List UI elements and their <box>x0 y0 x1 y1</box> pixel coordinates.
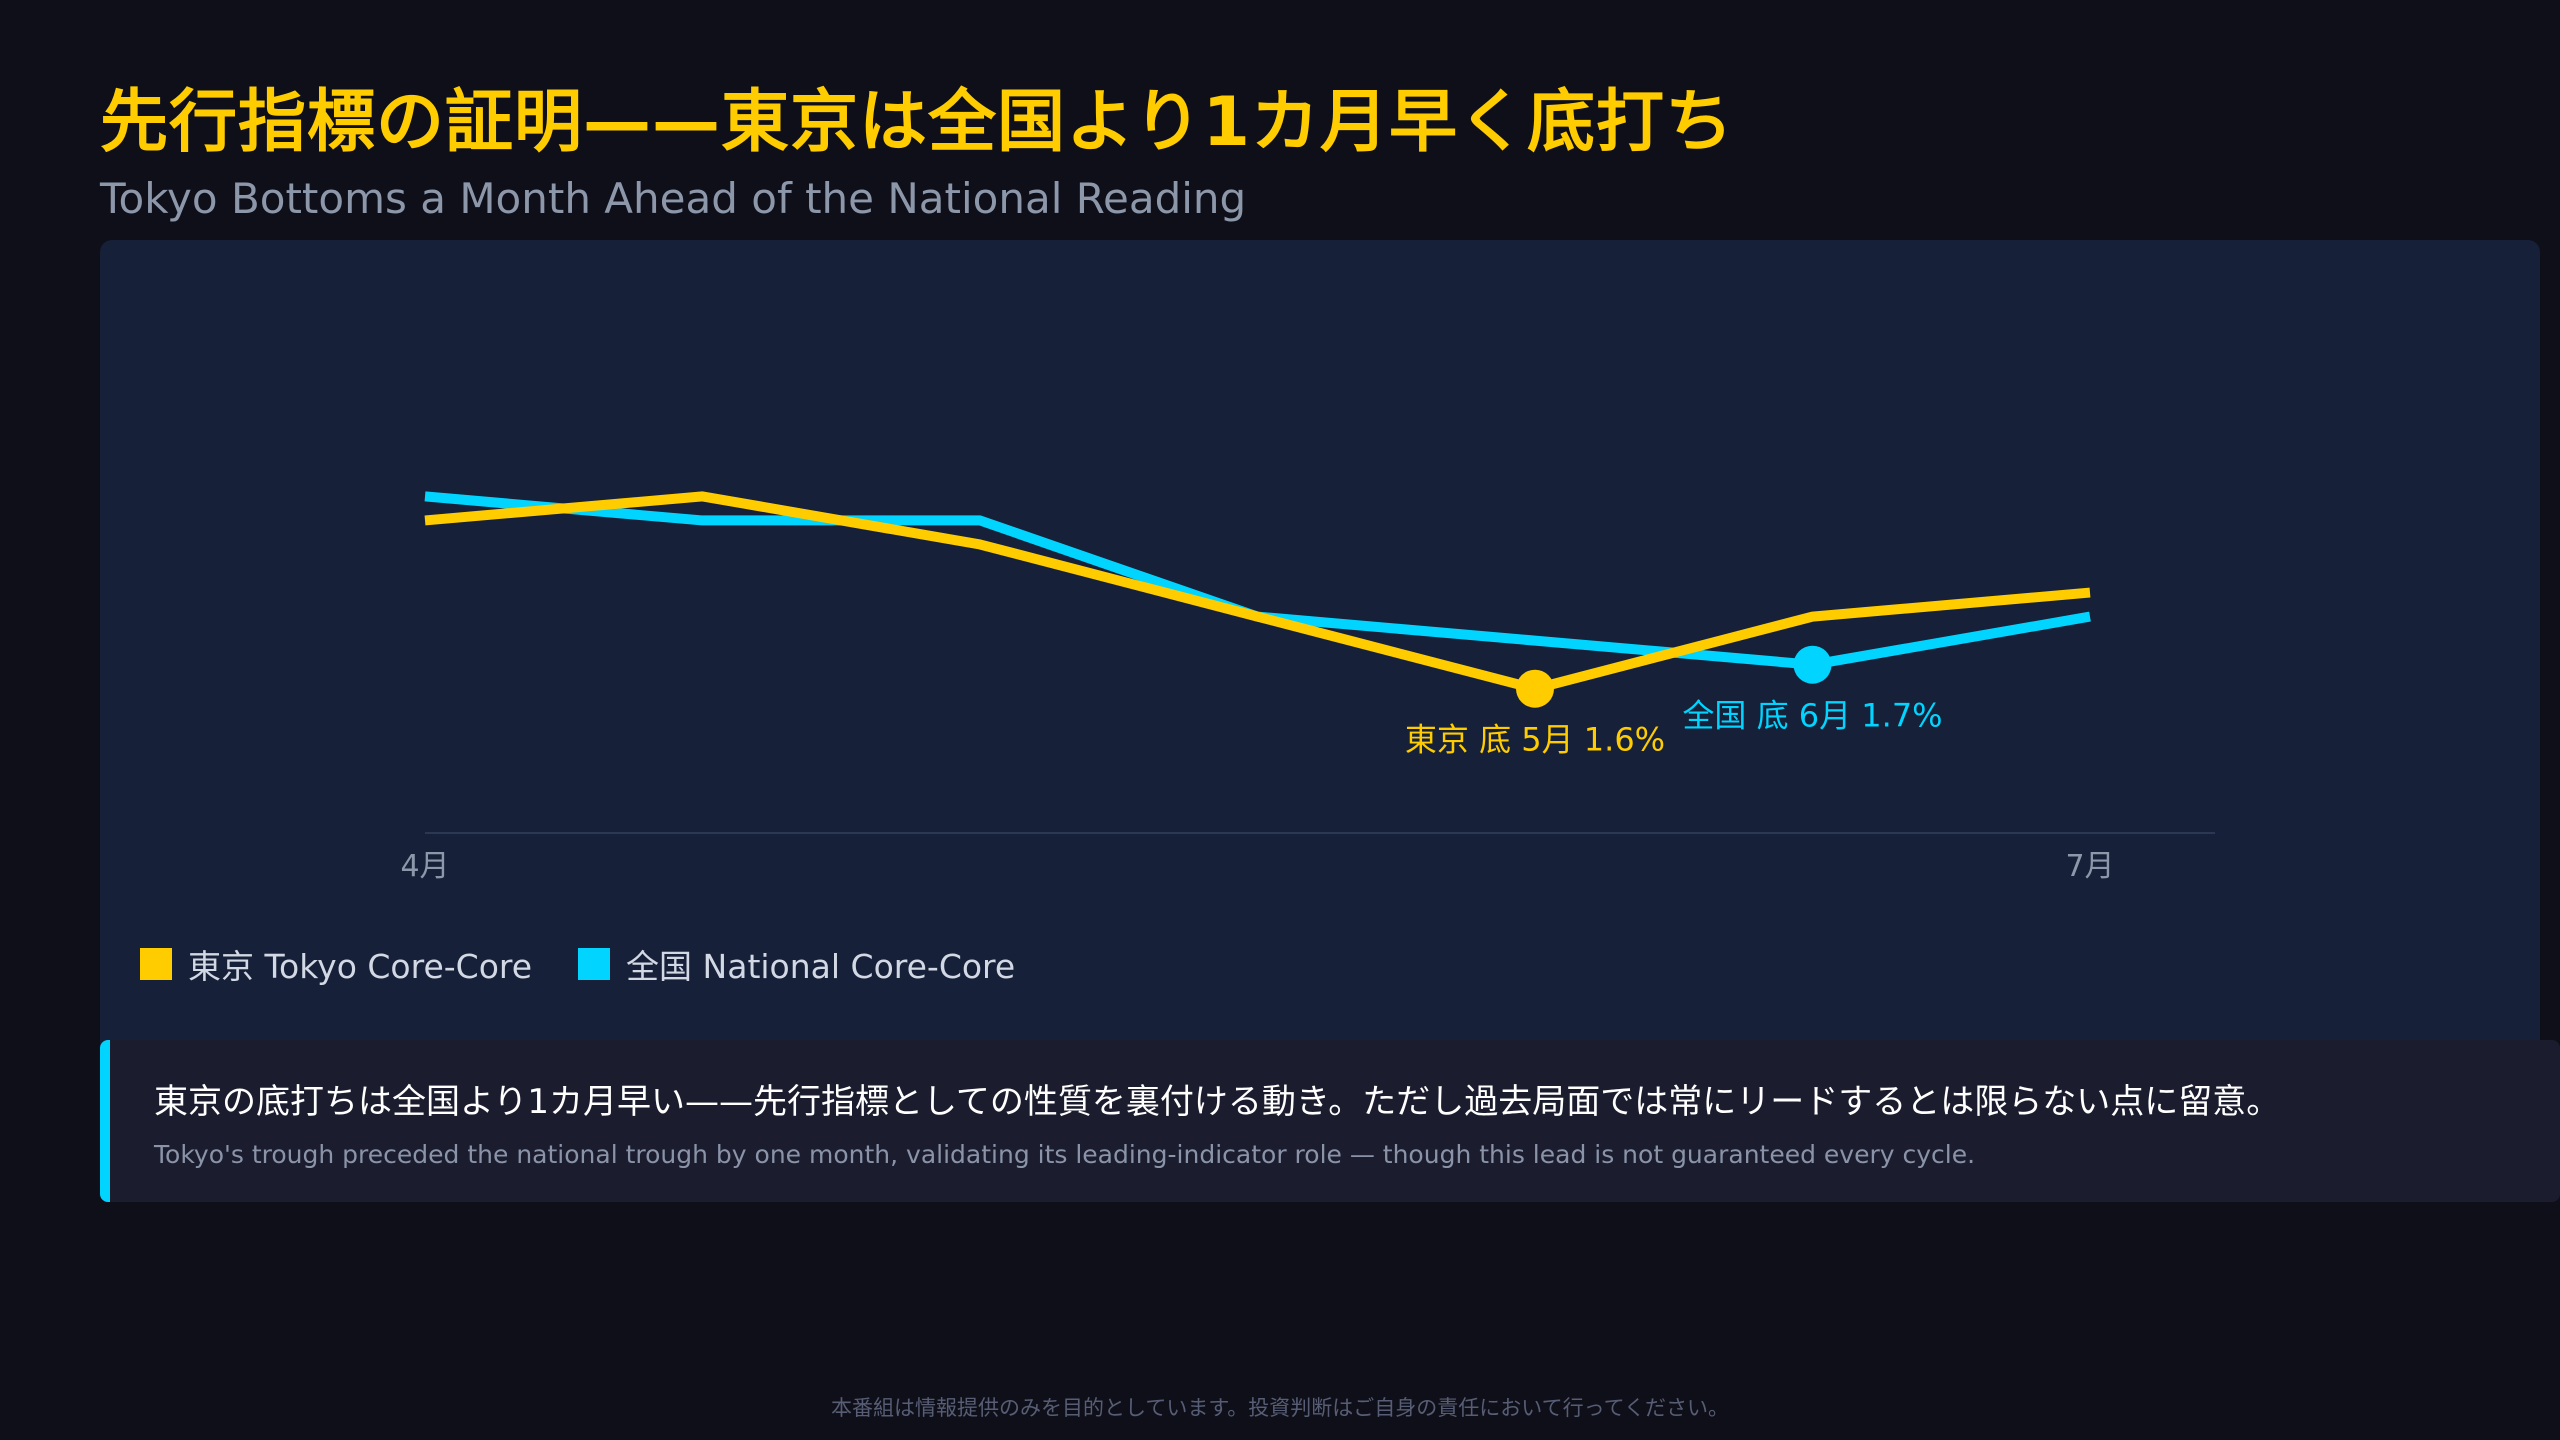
legend-swatch-tokyo <box>140 948 172 980</box>
insight-callout: 東京の底打ちは全国より1カ月早い——先行指標としての性質を裏付ける動き。ただし過… <box>100 1040 2560 1202</box>
chart-legend: 東京 Tokyo Core-Core 全国 National Core-Core <box>140 940 1061 988</box>
x-tick-label: 7月 <box>2065 849 2114 884</box>
disclaimer-footer: 本番組は情報提供のみを目的としています。投資判断はご自身の責任において行ってくだ… <box>831 1396 1729 1420</box>
page-subtitle: Tokyo Bottoms a Month Ahead of the Natio… <box>100 174 1247 223</box>
trough-marker-national <box>1793 645 1832 684</box>
series-line-national <box>424 491 2091 670</box>
legend-swatch-national <box>578 948 611 980</box>
callout-main-text: 東京の底打ちは全国より1カ月早い——先行指標としての性質を裏付ける動き。ただし過… <box>154 1082 2281 1122</box>
line-chart: 4月 7月 東京 底 5月 1.6% 全国 底 6月 1.7% <box>400 491 2215 884</box>
callout-sub-text: Tokyo's trough preceded the national tro… <box>154 1140 1976 1169</box>
legend-item-national: 全国 National Core-Core <box>578 940 1015 988</box>
legend-label-national: 全国 National Core-Core <box>626 947 1016 986</box>
trough-label-tokyo: 東京 底 5月 1.6% <box>1405 721 1665 759</box>
x-tick-label: 4月 <box>400 849 449 884</box>
chart-panel: 4月 7月 東京 底 5月 1.6% 全国 底 6月 1.7% 東京 Tokyo Co… <box>100 240 2540 1070</box>
series-line-tokyo <box>424 491 2091 694</box>
legend-item-tokyo: 東京 Tokyo Core-Core <box>140 940 532 988</box>
trough-marker-tokyo <box>1516 669 1554 708</box>
legend-label-tokyo: 東京 Tokyo Core-Core <box>188 947 533 986</box>
trough-label-national: 全国 底 6月 1.7% <box>1682 697 1942 735</box>
page-title: 先行指標の証明——東京は全国より1カ月早く底打ち <box>100 83 1734 162</box>
